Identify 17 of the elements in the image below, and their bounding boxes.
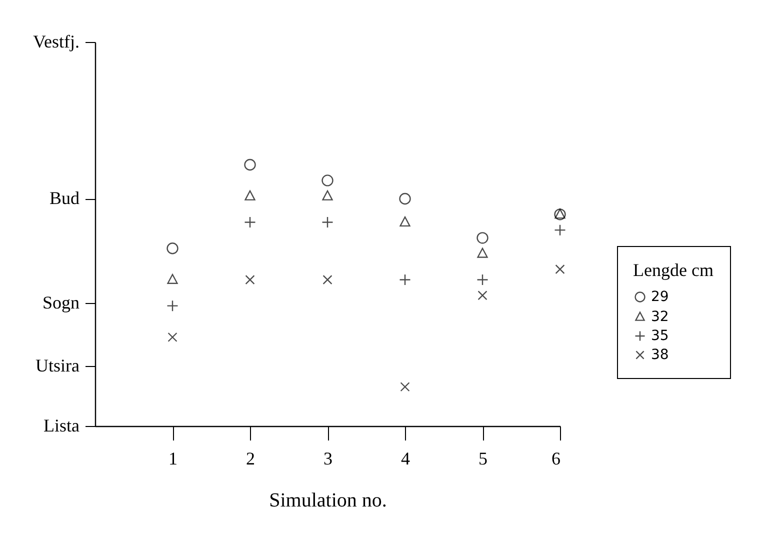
legend-title: Lengde cm (633, 260, 714, 280)
x-tick-label: 2 (246, 448, 255, 468)
ref-line-label: Utsira (36, 355, 80, 376)
legend-label: 29 (651, 289, 669, 305)
legend-label: 32 (651, 309, 669, 325)
ref-line-label: Sogn (42, 292, 80, 313)
ref-line-label: Lista (44, 416, 80, 436)
x-tick-label: 4 (401, 448, 410, 468)
legend-label: 38 (651, 347, 669, 363)
legend-label: 35 (651, 328, 669, 344)
x-tick-label: 6 (552, 448, 560, 468)
x-tick-label: 1 (168, 448, 178, 468)
x-axis-title: Simulation no. (269, 490, 387, 512)
x-tick-label: 5 (478, 448, 488, 468)
ref-line-label: Vestfj. (33, 32, 80, 52)
ref-line-label: Bud (49, 188, 80, 208)
x-tick-label: 3 (324, 448, 332, 468)
